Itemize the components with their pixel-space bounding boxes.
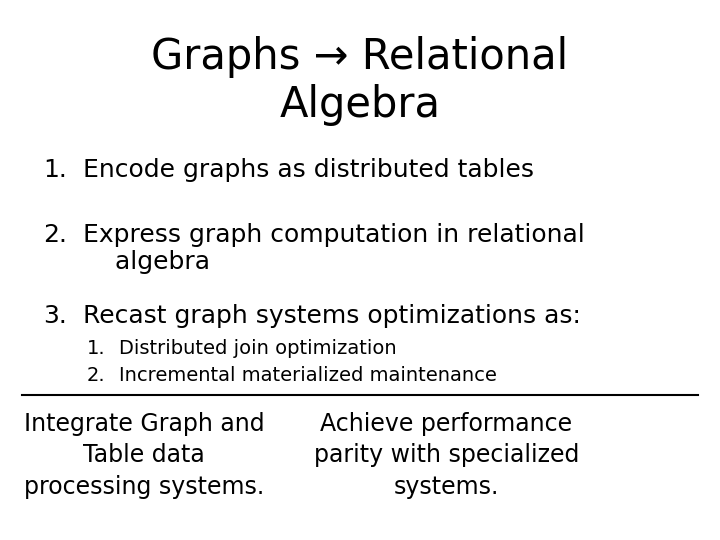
Text: Graphs → Relational: Graphs → Relational: [151, 36, 569, 78]
Text: parity with specialized: parity with specialized: [314, 443, 579, 467]
Text: Express graph computation in relational: Express graph computation in relational: [83, 223, 585, 247]
Text: Recast graph systems optimizations as:: Recast graph systems optimizations as:: [83, 304, 580, 328]
Text: processing systems.: processing systems.: [24, 475, 264, 498]
Text: 3.: 3.: [43, 304, 67, 328]
Text: algebra: algebra: [83, 250, 210, 274]
Text: Encode graphs as distributed tables: Encode graphs as distributed tables: [83, 158, 534, 182]
Text: Achieve performance: Achieve performance: [320, 412, 572, 436]
Text: 1.: 1.: [86, 339, 105, 358]
Text: 1.: 1.: [43, 158, 67, 182]
Text: Table data: Table data: [83, 443, 205, 467]
Text: Incremental materialized maintenance: Incremental materialized maintenance: [119, 366, 497, 385]
Text: Distributed join optimization: Distributed join optimization: [119, 339, 397, 358]
Text: systems.: systems.: [394, 475, 499, 498]
Text: Integrate Graph and: Integrate Graph and: [24, 412, 264, 436]
Text: 2.: 2.: [86, 366, 105, 385]
Text: Algebra: Algebra: [279, 84, 441, 126]
Text: 2.: 2.: [43, 223, 67, 247]
